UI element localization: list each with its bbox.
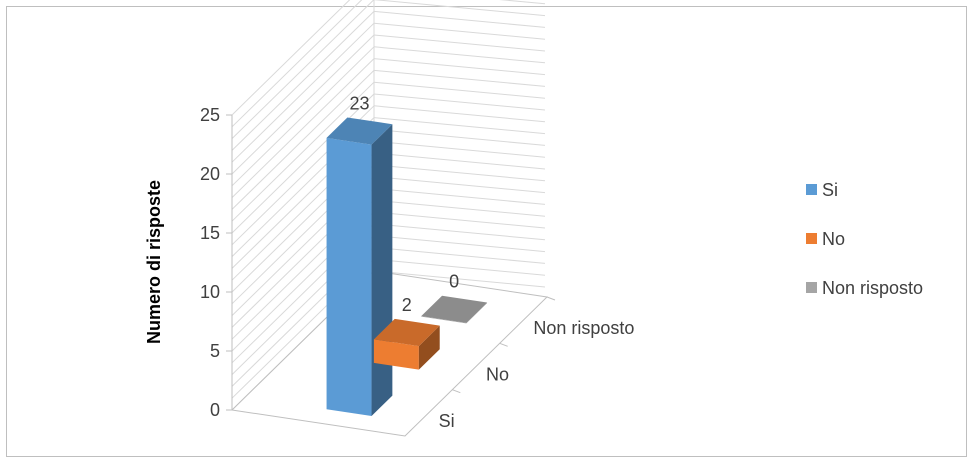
- chart-bars: [326, 117, 488, 417]
- gridline-back: [373, 105, 546, 123]
- gridline-side: [231, 11, 375, 151]
- gridline-back: [373, 34, 546, 52]
- gridline-back: [373, 235, 546, 253]
- gridline-back: [373, 58, 546, 76]
- bar-top-non-risposto: [421, 295, 488, 323]
- gridline-side: [231, 22, 375, 163]
- gridline-side: [231, 93, 375, 234]
- gridline-back: [373, 22, 546, 40]
- bar-top-no: [373, 318, 440, 347]
- bar-front-non-risposto: [421, 316, 467, 324]
- bar-side-non-risposto: [466, 302, 488, 324]
- gridline-back: [373, 164, 546, 182]
- data-label: 2: [402, 295, 412, 315]
- gridline-back: [373, 10, 546, 28]
- gridline-back: [373, 223, 546, 241]
- gridline-back: [373, 246, 546, 264]
- y-axis-label: Numero di risposte: [144, 180, 164, 344]
- gridline-back: [373, 140, 546, 158]
- legend-swatch: [806, 233, 817, 244]
- legend-entry: Non risposto: [822, 278, 923, 298]
- y-tick-label: 0: [210, 400, 220, 420]
- gridline-side: [231, 58, 375, 198]
- gridline-side: [231, 34, 375, 175]
- legend-entry: No: [822, 229, 845, 249]
- gridline-back: [373, 270, 546, 288]
- gridline-back: [373, 46, 546, 64]
- gridline-side: [231, 0, 363, 128]
- bar-front-no: [373, 339, 419, 370]
- bar-top-si: [326, 117, 393, 145]
- gridline-side: [231, 81, 375, 222]
- gridline-back: [373, 81, 546, 99]
- gridline-back: [373, 211, 546, 229]
- data-label: 0: [449, 272, 459, 292]
- gridline-back: [373, 93, 546, 111]
- category-label: Si: [439, 411, 455, 431]
- gridline-side: [231, 0, 351, 116]
- gridline-back: [373, 117, 546, 135]
- gridline-side: [231, 46, 375, 187]
- y-tick-label: 20: [200, 164, 220, 184]
- gridline-back: [373, 152, 546, 170]
- legend-swatch: [806, 282, 817, 293]
- category-label: No: [486, 365, 509, 385]
- gridline-back: [373, 258, 546, 276]
- legend-swatch: [806, 184, 817, 195]
- bar-side-no: [418, 325, 440, 370]
- y-tick-label: 25: [200, 105, 220, 125]
- gridline-back: [373, 199, 546, 217]
- legend-entry: Si: [822, 180, 838, 200]
- gridline-back: [373, 0, 546, 17]
- y-tick-label: 15: [200, 223, 220, 243]
- gridline-back: [373, 176, 546, 194]
- bar-front-si: [326, 137, 372, 417]
- y-tick-labels: 0 5 10 15 20 25: [200, 105, 232, 420]
- category-label: Non risposto: [533, 318, 634, 338]
- gridline-back: [499, 0, 546, 5]
- gridline-side: [231, 0, 375, 139]
- x-tick-mark: [499, 342, 508, 347]
- legend: Si No Non risposto: [806, 180, 923, 298]
- category-labels: Si No Non risposto: [439, 296, 634, 431]
- x-tick-mark: [452, 389, 461, 394]
- gridline-back: [373, 128, 546, 146]
- data-label: 23: [349, 93, 369, 113]
- x-tick-mark: [546, 296, 556, 301]
- data-labels: 23 2 0: [349, 93, 459, 314]
- gridline-side: [231, 70, 375, 210]
- gridline-back: [373, 187, 546, 205]
- gridline-back: [373, 69, 546, 87]
- y-tick-label: 10: [200, 282, 220, 302]
- y-tick-label: 5: [210, 341, 220, 361]
- bar-side-si: [371, 124, 393, 417]
